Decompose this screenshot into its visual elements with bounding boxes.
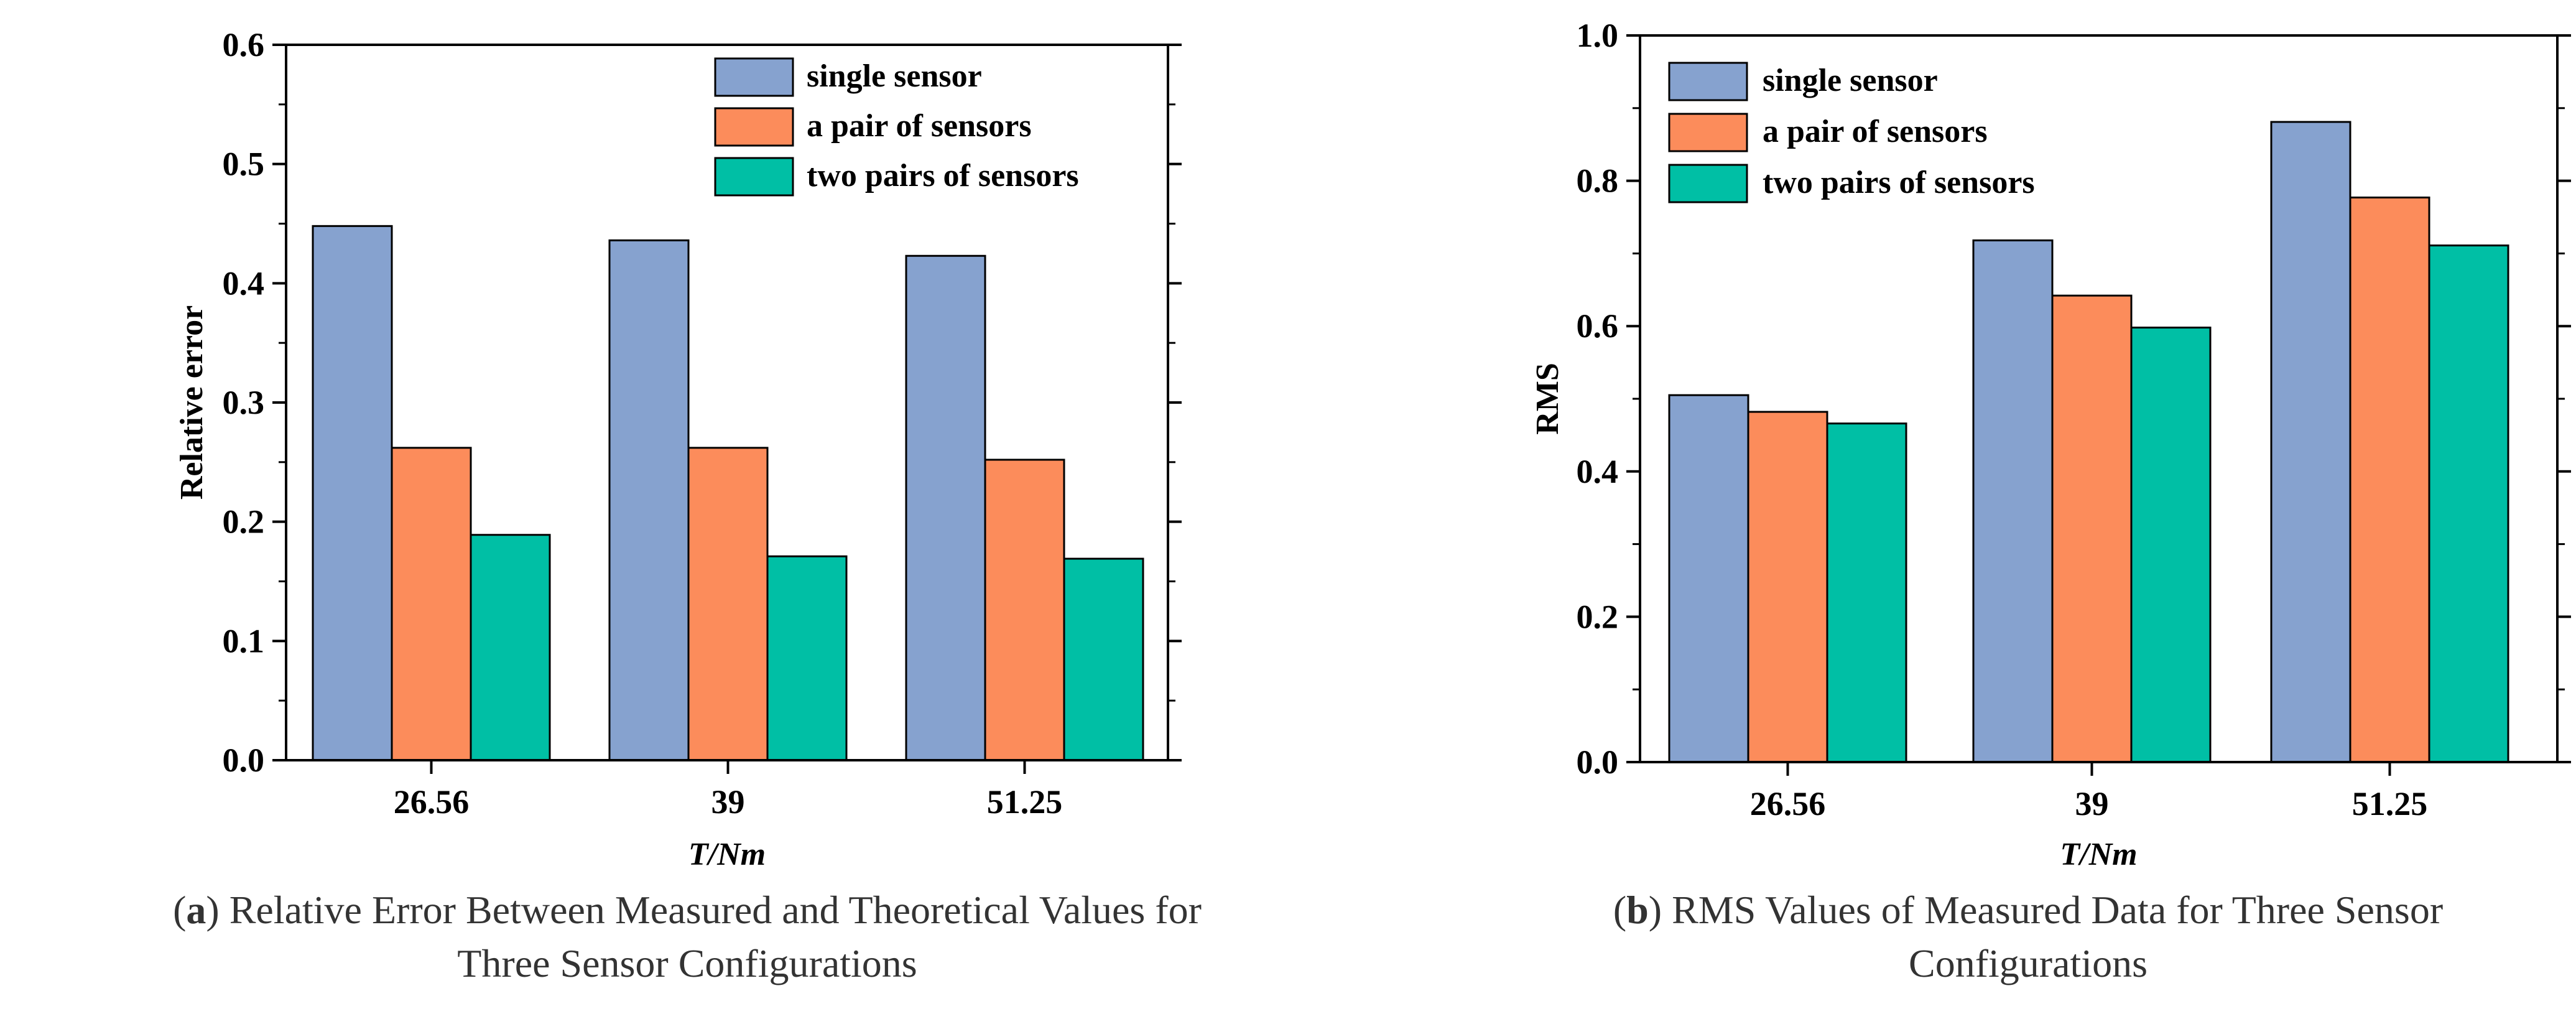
caption-b-label: b xyxy=(1626,888,1649,932)
caption-a-line1: (a) Relative Error Between Measured and … xyxy=(173,888,1202,932)
bar-a-pair-of-sensors-51.25 xyxy=(2349,196,2430,763)
x-tick-label: 26.56 xyxy=(394,783,470,821)
y-tick-label: 0.6 xyxy=(223,26,265,63)
caption-a-label: a xyxy=(186,888,206,932)
y-axis-title: Relative error xyxy=(174,305,210,500)
bar-a-pair-of-sensors-51.25 xyxy=(984,458,1065,761)
caption-b-text1: RMS Values of Measured Data for Three Se… xyxy=(1662,888,2444,932)
legend-swatch xyxy=(714,57,794,97)
legend-label: a pair of sensors xyxy=(807,108,1032,144)
y-tick-label: 0.2 xyxy=(1577,598,1619,635)
y-tick-label: 0.0 xyxy=(223,742,265,779)
legend-swatch xyxy=(714,107,794,147)
bar-single-sensor-26.56 xyxy=(312,225,393,761)
bar-single-sensor-51.25 xyxy=(905,254,986,761)
x-tick-label: 51.25 xyxy=(2352,785,2428,822)
x-axis-title: T/Nm xyxy=(688,837,766,872)
bar-a-pair-of-sensors-39 xyxy=(2051,294,2133,763)
caption-a: (a) Relative Error Between Measured and … xyxy=(0,883,1374,990)
y-axis-title: RMS xyxy=(1530,363,1565,435)
legend-swatch xyxy=(714,157,794,197)
bar-a-pair-of-sensors-39 xyxy=(687,447,769,761)
bar-two-pairs-of-sensors-26.56 xyxy=(470,534,551,761)
y-tick-label: 0.4 xyxy=(223,264,265,302)
x-tick-label: 51.25 xyxy=(987,783,1063,821)
bar-two-pairs-of-sensors-39 xyxy=(2130,327,2212,763)
bar-two-pairs-of-sensors-39 xyxy=(766,555,848,761)
x-tick-label: 39 xyxy=(2075,785,2109,822)
legend-label: single sensor xyxy=(807,58,982,94)
bar-two-pairs-of-sensors-51.25 xyxy=(1063,557,1144,761)
caption-a-text1: Relative Error Between Measured and Theo… xyxy=(219,888,1202,932)
legend-swatch xyxy=(1668,62,1748,101)
bar-two-pairs-of-sensors-26.56 xyxy=(1826,422,1907,763)
caption-b-line2: Configurations xyxy=(1909,941,2147,985)
legend-label: a pair of sensors xyxy=(1763,114,1988,149)
bar-single-sensor-39 xyxy=(1972,239,2054,763)
caption-b: (b) RMS Values of Measured Data for Thre… xyxy=(1480,883,2576,990)
bar-a-pair-of-sensors-26.56 xyxy=(391,447,472,761)
x-axis-title: T/Nm xyxy=(2060,837,2137,872)
bar-a-pair-of-sensors-26.56 xyxy=(1747,411,1828,763)
legend-label: two pairs of sensors xyxy=(807,158,1079,193)
caption-a-line2: Three Sensor Configurations xyxy=(457,941,917,985)
bar-single-sensor-26.56 xyxy=(1668,394,1749,763)
legend-swatch xyxy=(1668,164,1748,203)
y-tick-label: 0.4 xyxy=(1577,453,1619,490)
bar-two-pairs-of-sensors-51.25 xyxy=(2428,244,2509,763)
chart-a: 0.0 0.1 0.2 0.3 0.4 0.5 0.6 26.56 39 51.25 T/Nm Rel… xyxy=(174,26,1182,872)
y-tick-label: 0.1 xyxy=(223,622,265,659)
y-tick-label: 0.6 xyxy=(1577,307,1619,345)
legend-swatch xyxy=(1668,113,1748,152)
y-tick-label: 0.2 xyxy=(223,503,265,541)
bar-single-sensor-51.25 xyxy=(2270,121,2351,763)
bar-single-sensor-39 xyxy=(608,239,690,761)
x-tick-label: 39 xyxy=(711,783,745,821)
caption-b-line1: (b) RMS Values of Measured Data for Thre… xyxy=(1613,888,2444,932)
legend-label: single sensor xyxy=(1763,63,1938,98)
legend-label: two pairs of sensors xyxy=(1763,165,2035,200)
chart-b: 0.0 0.2 0.4 0.6 0.8 1.0 26.56 39 51.25 T/Nm RMS sin… xyxy=(1530,17,2571,872)
y-tick-label: 1.0 xyxy=(1577,17,1619,54)
y-tick-label: 0.3 xyxy=(223,384,265,421)
x-tick-label: 26.56 xyxy=(1750,785,1826,822)
y-tick-label: 0.5 xyxy=(223,146,265,183)
y-tick-label: 0.0 xyxy=(1577,743,1619,781)
y-tick-label: 0.8 xyxy=(1577,162,1619,200)
